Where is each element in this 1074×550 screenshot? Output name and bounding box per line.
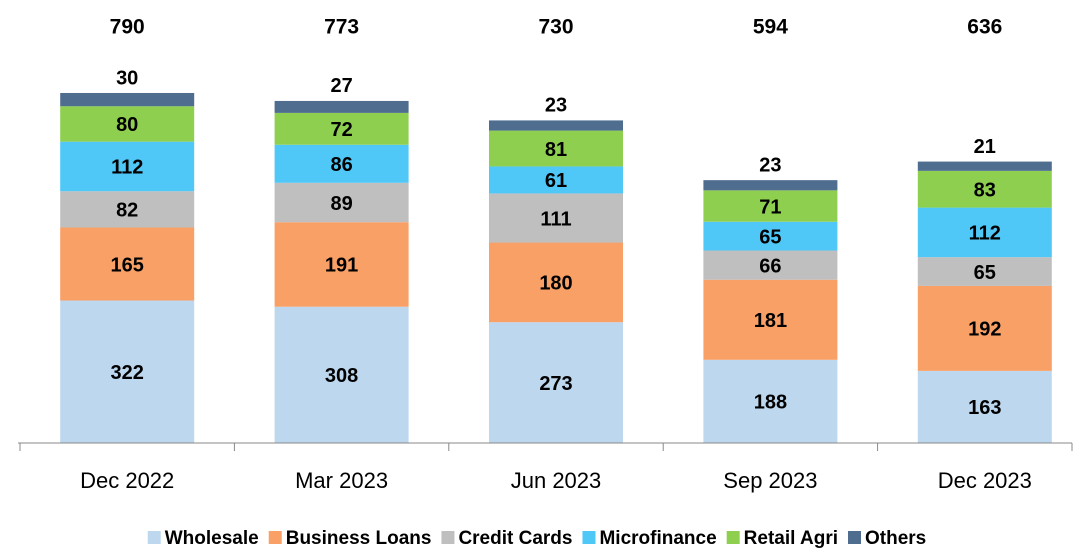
data-label: 66 bbox=[759, 255, 781, 277]
bar-segment bbox=[60, 106, 195, 142]
data-label: 322 bbox=[111, 362, 144, 384]
data-label: 83 bbox=[974, 180, 996, 202]
legend-swatch bbox=[147, 531, 161, 544]
data-label: 180 bbox=[539, 273, 572, 295]
legend-label: Others bbox=[865, 528, 926, 549]
data-label: 72 bbox=[330, 119, 352, 141]
data-label: 71 bbox=[759, 196, 781, 218]
data-label: 112 bbox=[111, 157, 143, 179]
data-label: 86 bbox=[330, 154, 352, 176]
bar-segment bbox=[703, 359, 838, 443]
legend-label: Credit Cards bbox=[458, 528, 572, 549]
bar-segment bbox=[60, 300, 195, 443]
x-tick-label: Dec 2023 bbox=[938, 468, 1032, 493]
data-label: 192 bbox=[968, 319, 1001, 341]
legend-label: Business Loans bbox=[286, 528, 432, 549]
x-tick-label: Dec 2022 bbox=[80, 468, 174, 493]
data-label: 165 bbox=[111, 254, 144, 276]
data-label: 191 bbox=[325, 255, 358, 277]
bar-segment bbox=[60, 141, 195, 192]
legend-label: Microfinance bbox=[599, 528, 716, 549]
bar-segment bbox=[274, 100, 409, 113]
total-label: 730 bbox=[538, 16, 573, 39]
bar-segment bbox=[60, 92, 195, 107]
bar-segment bbox=[60, 191, 195, 228]
data-label: 111 bbox=[540, 208, 571, 230]
legend-swatch bbox=[582, 531, 596, 544]
bar-segment bbox=[917, 285, 1052, 371]
bar-segment bbox=[274, 112, 409, 145]
bar-segment bbox=[703, 250, 838, 280]
bar-segment bbox=[703, 180, 838, 191]
data-label: 89 bbox=[330, 193, 352, 215]
bar-segment bbox=[489, 120, 623, 131]
data-label: 163 bbox=[968, 397, 1001, 419]
bar-segment bbox=[917, 170, 1052, 208]
bar-segment bbox=[274, 222, 409, 307]
legend-swatch bbox=[268, 531, 282, 544]
bar-segment bbox=[703, 190, 838, 222]
data-label: 27 bbox=[330, 75, 352, 97]
legend-label: Retail Agri bbox=[744, 528, 838, 549]
bar-segment bbox=[489, 166, 623, 194]
total-label: 594 bbox=[753, 16, 788, 39]
legend-label: Wholesale bbox=[165, 528, 259, 549]
bar-segment bbox=[917, 207, 1052, 258]
bar-segment bbox=[489, 193, 623, 243]
data-label: 82 bbox=[116, 200, 138, 222]
bar-segment bbox=[917, 370, 1052, 443]
bar-segment bbox=[274, 306, 409, 443]
data-label: 23 bbox=[759, 154, 781, 176]
bar-segment bbox=[489, 242, 623, 323]
bar-segment bbox=[917, 257, 1052, 286]
total-label: 790 bbox=[110, 16, 145, 39]
data-label: 181 bbox=[754, 310, 787, 332]
bar-segment bbox=[274, 144, 409, 183]
data-label: 80 bbox=[116, 114, 138, 136]
data-label: 30 bbox=[116, 67, 138, 89]
bar-segment bbox=[489, 322, 623, 443]
legend-swatch bbox=[726, 531, 740, 544]
legend-swatch bbox=[441, 531, 455, 544]
data-label: 21 bbox=[974, 136, 996, 158]
x-tick-label: Sep 2023 bbox=[723, 468, 817, 493]
data-label: 23 bbox=[545, 95, 567, 117]
bar-segment bbox=[489, 130, 623, 167]
bar-segment bbox=[703, 279, 838, 360]
bar-segment bbox=[917, 161, 1052, 171]
bar-segment bbox=[60, 227, 195, 301]
x-tick-label: Jun 2023 bbox=[511, 468, 602, 493]
legend-swatch bbox=[848, 531, 862, 544]
data-label: 308 bbox=[325, 365, 358, 387]
x-tick-label: Mar 2023 bbox=[295, 468, 388, 493]
bar-segment bbox=[703, 221, 838, 251]
data-label: 112 bbox=[969, 223, 1001, 245]
data-label: 65 bbox=[974, 262, 996, 284]
data-label: 61 bbox=[545, 170, 567, 192]
data-label: 188 bbox=[754, 392, 787, 414]
data-label: 65 bbox=[759, 226, 781, 248]
bar-segment bbox=[274, 182, 409, 223]
data-label: 81 bbox=[545, 139, 567, 161]
total-label: 773 bbox=[324, 16, 359, 39]
total-label: 636 bbox=[967, 16, 1002, 39]
data-label: 273 bbox=[539, 373, 572, 395]
